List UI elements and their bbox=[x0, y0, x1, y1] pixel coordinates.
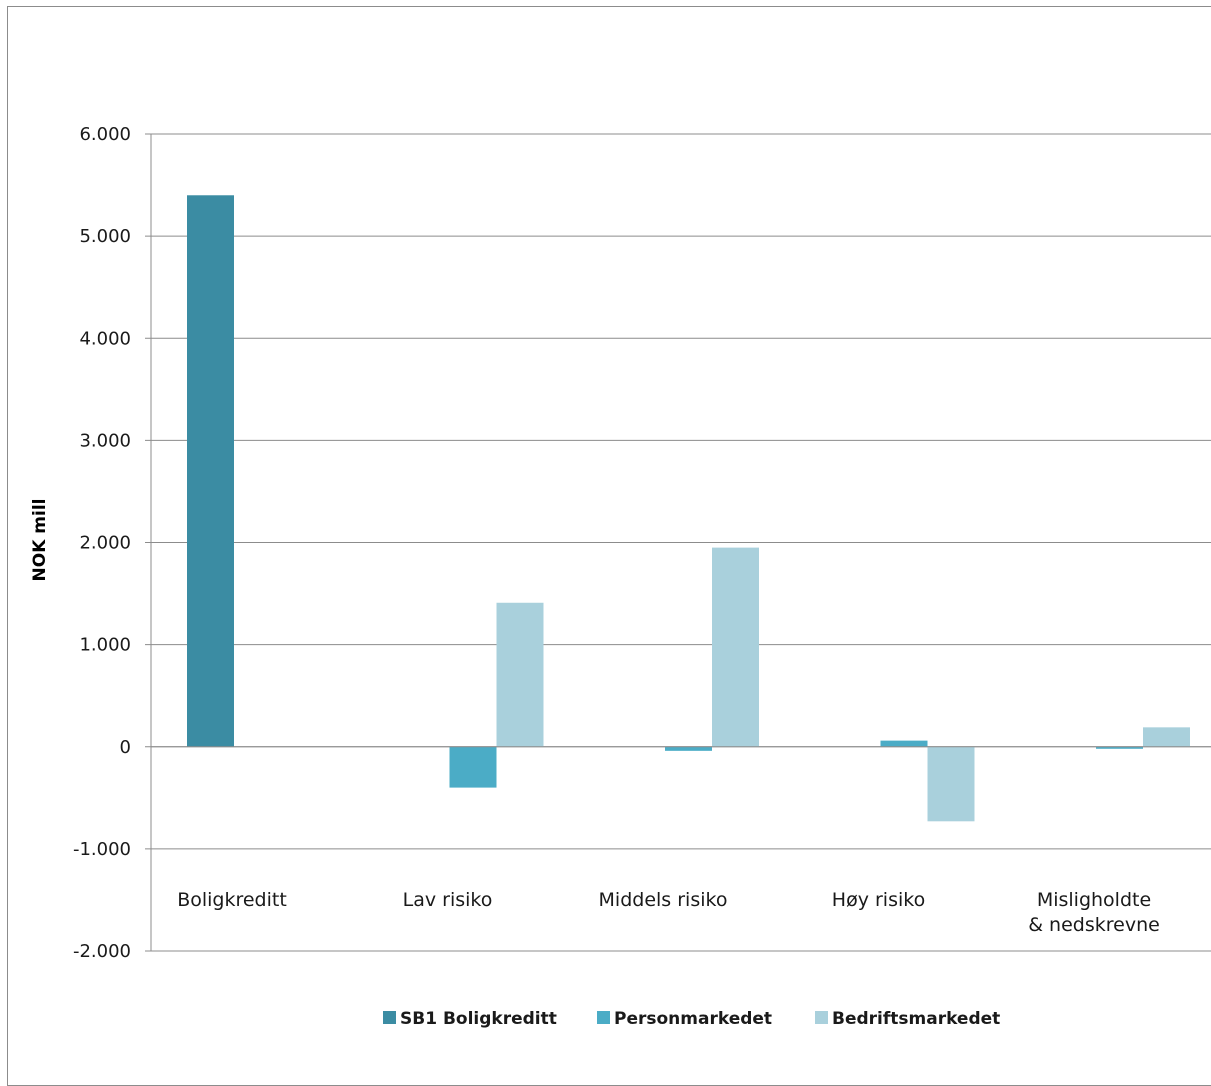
bar-bedriftsmarkedet bbox=[927, 746, 975, 822]
bar-bedriftsmarkedet bbox=[712, 547, 759, 747]
y-axis-title: NOK mill bbox=[30, 499, 50, 582]
y-tick-label: -2.000 bbox=[73, 941, 131, 962]
category-label: Høy risiko bbox=[832, 889, 925, 911]
y-axis-ticks: 6.000 5.000 4.000 3.000 2.000 1.000 0 -1.000 -2.… bbox=[73, 124, 131, 962]
y-tick-label: 4.000 bbox=[79, 328, 131, 349]
legend-label: Bedriftsmarkedet bbox=[832, 1009, 1000, 1029]
y-tick-label: 5.000 bbox=[79, 226, 131, 247]
category-label: Misligholdte bbox=[1037, 889, 1151, 911]
legend: SB1 Boligkreditt Personmarkedet Bedriftsma… bbox=[383, 1009, 1000, 1029]
legend-swatch bbox=[815, 1011, 828, 1024]
y-tick-label: 2.000 bbox=[79, 533, 131, 554]
y-tick-label: 1.000 bbox=[79, 635, 131, 656]
category-label: & nedskrevne bbox=[1028, 914, 1160, 936]
gridlines bbox=[145, 133, 1211, 952]
y-tick-label: -1.000 bbox=[73, 839, 131, 860]
legend-item: SB1 Boligkreditt bbox=[383, 1009, 557, 1029]
y-tick-label: 3.000 bbox=[79, 430, 131, 451]
legend-item: Personmarkedet bbox=[597, 1009, 772, 1029]
category-labels: Boligkreditt Lav risiko Middels risiko Høy … bbox=[177, 889, 1160, 936]
bar-personmarkedet bbox=[449, 746, 497, 788]
bar-personmarkedet bbox=[880, 740, 928, 747]
legend-label: Personmarkedet bbox=[614, 1009, 772, 1029]
y-tick-label: 6.000 bbox=[79, 124, 131, 145]
y-tick-label: 0 bbox=[120, 737, 131, 758]
legend-item: Bedriftsmarkedet bbox=[815, 1009, 1000, 1029]
bars bbox=[187, 195, 1190, 822]
bar-bedriftsmarkedet bbox=[496, 602, 544, 747]
bar-bedriftsmarkedet bbox=[1143, 727, 1190, 747]
category-label: Lav risiko bbox=[403, 889, 493, 911]
bar-personmarkedet bbox=[1096, 746, 1143, 749]
axes bbox=[150, 134, 1211, 951]
bar-personmarkedet bbox=[665, 746, 712, 751]
legend-label: SB1 Boligkreditt bbox=[400, 1009, 557, 1029]
legend-swatch bbox=[597, 1011, 610, 1024]
legend-swatch bbox=[383, 1011, 396, 1024]
category-label: Middels risiko bbox=[599, 889, 728, 911]
bar-sb1-boligkreditt bbox=[187, 195, 234, 747]
category-label: Boligkreditt bbox=[177, 889, 287, 911]
